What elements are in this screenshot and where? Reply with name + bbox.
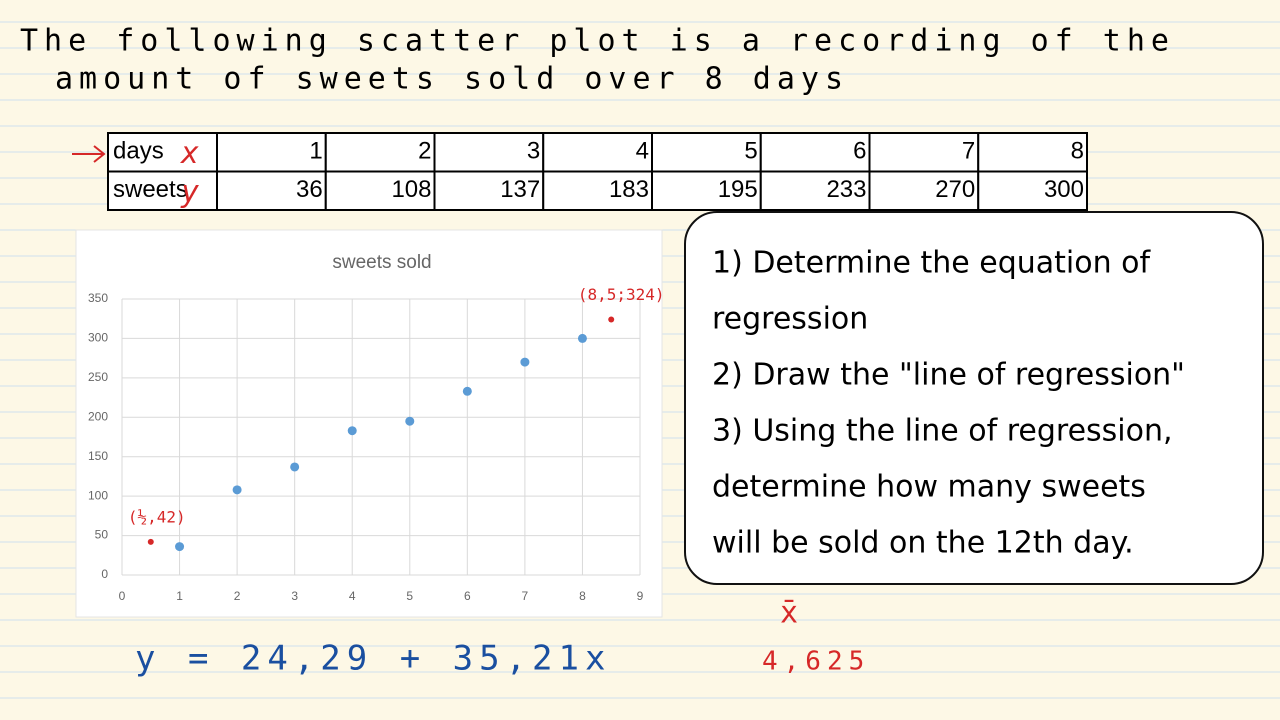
- row-variable: x: [179, 136, 205, 171]
- row-variable: y: [180, 174, 205, 209]
- chart-title: sweets sold: [332, 252, 431, 273]
- x-tick-label: 7: [522, 589, 529, 603]
- annotation-point: [147, 538, 154, 545]
- table-value: 7: [962, 138, 975, 165]
- table-value: 6: [853, 138, 866, 165]
- question: will be sold on the 12th day.: [712, 526, 1134, 561]
- table-value: 137: [500, 176, 540, 203]
- mean-symbol: x̄: [780, 596, 804, 631]
- table-value: 1: [309, 138, 322, 165]
- table-cell: [651, 132, 762, 173]
- chart-panel: [75, 229, 663, 618]
- table-value: 300: [1044, 176, 1084, 203]
- table-value: 3: [527, 138, 540, 165]
- table-cell: [542, 132, 653, 173]
- row-label: sweets: [113, 176, 188, 203]
- point: [347, 426, 357, 436]
- table-cell: [651, 170, 762, 211]
- annotation-label: (½,42): [128, 507, 186, 526]
- x-tick-label: 1: [176, 589, 183, 603]
- x-tick-label: 0: [119, 589, 126, 603]
- table-cell: [433, 132, 545, 173]
- question-box: [684, 211, 1264, 585]
- point: [175, 542, 185, 552]
- y-tick-label: 350: [88, 291, 108, 305]
- x-tick-label: 8: [579, 589, 586, 603]
- table-value: 270: [935, 176, 975, 203]
- x-tick-label: 4: [349, 589, 356, 603]
- y-tick-label: 250: [88, 370, 108, 384]
- mean-value: 4,625: [762, 647, 870, 677]
- y-tick-label: 200: [88, 409, 108, 423]
- point: [520, 357, 530, 367]
- y-tick-label: 300: [88, 331, 108, 345]
- point: [577, 333, 587, 343]
- point: [232, 485, 242, 495]
- table-cell: [977, 170, 1088, 211]
- heading-line: amount of sweets sold over 8 days: [55, 62, 849, 97]
- row-label: days: [113, 138, 164, 165]
- heading-line: The following scatter plot is a recordin…: [20, 24, 1175, 59]
- x-tick-label: 6: [464, 589, 471, 603]
- table-cell: [977, 132, 1088, 173]
- x-tick-label: 5: [406, 589, 413, 603]
- table-cell: [759, 170, 871, 211]
- question: 3) Using the line of regression,: [712, 414, 1173, 449]
- table-value: 183: [609, 176, 649, 203]
- question: 1) Determine the equation of: [712, 246, 1152, 281]
- y-tick-label: 150: [88, 449, 108, 463]
- point: [290, 462, 300, 472]
- table-value: 8: [1071, 138, 1084, 165]
- arrow: [72, 145, 106, 163]
- table-cell: [433, 170, 545, 211]
- table-value: 195: [718, 176, 758, 203]
- table-value: 36: [296, 176, 323, 203]
- question: determine how many sweets: [712, 470, 1146, 505]
- x-tick-label: 2: [234, 589, 241, 603]
- table-value: 2: [418, 138, 431, 165]
- question: 2) Draw the "line of regression": [712, 358, 1185, 393]
- table-value: 5: [744, 138, 757, 165]
- table-value: 233: [826, 176, 866, 203]
- annotation-label: (8,5;324): [578, 285, 665, 304]
- x-tick-label: 3: [291, 589, 298, 603]
- point: [462, 386, 472, 396]
- table-value: 108: [391, 176, 431, 203]
- table-value: 4: [636, 138, 649, 165]
- y-tick-label: 0: [101, 567, 108, 581]
- annotation-point: [608, 316, 615, 323]
- x-tick-label: 9: [637, 589, 644, 603]
- point: [405, 416, 415, 426]
- question: regression: [712, 302, 868, 337]
- table-cell: [324, 170, 436, 211]
- y-tick-label: 50: [95, 528, 109, 542]
- y-tick-label: 100: [88, 488, 108, 502]
- regression-equation: y = 24,29 + 35,21x: [135, 639, 611, 679]
